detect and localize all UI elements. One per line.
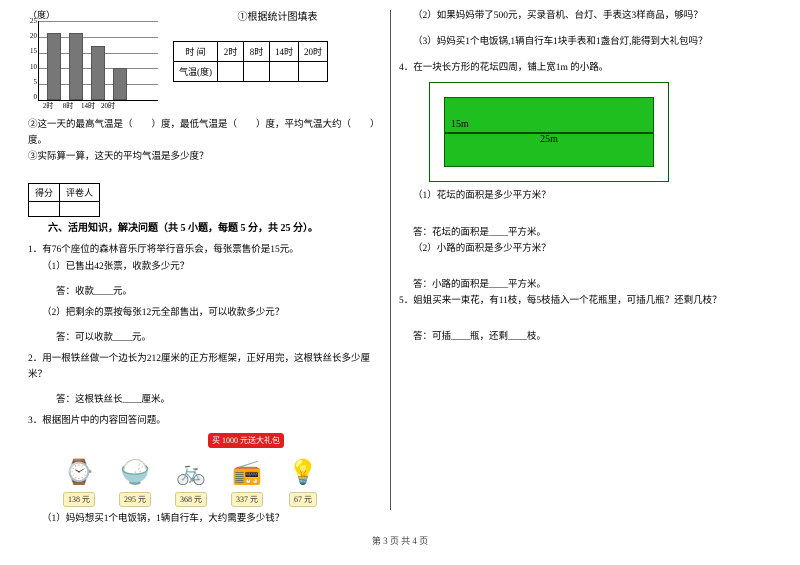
ytick: 25 bbox=[27, 17, 37, 25]
bar-1 bbox=[47, 33, 61, 100]
cell bbox=[218, 62, 244, 82]
lamp-icon: 💡 bbox=[282, 454, 324, 490]
radio-icon: 📻 bbox=[226, 454, 268, 490]
price-tag: 368 元 bbox=[175, 492, 207, 507]
problem-4-2: （2）小路的面积是多少平方米？ bbox=[413, 241, 753, 257]
product-lamp: 💡 67 元 bbox=[282, 454, 324, 507]
problem-4-1: （1）花坛的面积是多少平方米？ bbox=[413, 188, 753, 204]
y-tick-labels: 25 20 15 10 5 0 bbox=[27, 17, 37, 101]
ytick: 0 bbox=[27, 93, 37, 101]
watch-icon: ⌚ bbox=[58, 454, 100, 490]
rice-cooker-icon: 🍚 bbox=[114, 454, 156, 490]
bar-3 bbox=[91, 46, 105, 100]
th-time: 时 间 bbox=[174, 42, 218, 62]
cell bbox=[299, 62, 328, 82]
problem-3: 3．根据图片中的内容回答问题。 bbox=[28, 413, 382, 429]
score-label: 得分 bbox=[29, 184, 60, 202]
ytick: 15 bbox=[27, 47, 37, 55]
answer-2: 答：可以收款____元。 bbox=[56, 329, 382, 343]
price-tag: 67 元 bbox=[289, 492, 317, 507]
table-row: 气温(度) bbox=[174, 62, 328, 82]
promo-tag: 买 1000 元送大礼包 bbox=[208, 433, 284, 448]
bar-chart: 25 20 15 10 5 0 bbox=[38, 21, 158, 101]
problem-1-1: （1）已售出42张票，收款多少元？ bbox=[42, 259, 382, 275]
grader-cell bbox=[60, 202, 100, 217]
problem-5: 5．姐姐买来一束花，有11枝，每5枝插入一个花瓶里，可插几瓶？还剩几枝？ bbox=[399, 293, 753, 309]
ytick: 10 bbox=[27, 63, 37, 71]
ytick: 5 bbox=[27, 78, 37, 86]
th: 2时 bbox=[218, 42, 244, 62]
problem-4: 4．在一块长方形的花坛四周，铺上宽1m 的小路。 bbox=[399, 60, 753, 76]
flowerbed-figure: 15m 25m bbox=[429, 82, 753, 182]
cell bbox=[244, 62, 270, 82]
price-tag: 337 元 bbox=[231, 492, 263, 507]
score-table: 得分 评卷人 bbox=[28, 183, 100, 217]
bicycle-icon: 🚲 bbox=[170, 454, 212, 490]
th: 20时 bbox=[299, 42, 328, 62]
product-watch: ⌚ 138 元 bbox=[58, 454, 100, 507]
xtick: 2时 bbox=[38, 101, 58, 111]
th: 14时 bbox=[270, 42, 299, 62]
chart-title: ①根据统计图填表 bbox=[173, 8, 382, 23]
problem-2: 2．用一根铁丝做一个边长为212厘米的正方形框架，正好用完，这根铁丝长多少厘米？ bbox=[28, 351, 382, 383]
grader-label: 评卷人 bbox=[60, 184, 100, 202]
cell bbox=[270, 62, 299, 82]
th: 8时 bbox=[244, 42, 270, 62]
problem-3-3: （3）妈妈买1个电饭锅,1辆自行车1块手表和1盏台灯,能得到大礼包吗？ bbox=[413, 34, 753, 50]
table-row: 时 间 2时 8时 14时 20时 bbox=[174, 42, 328, 62]
answer-1: 答：收款____元。 bbox=[56, 283, 382, 297]
width-label: 25m bbox=[540, 134, 558, 145]
answer-5: 答：小路的面积是____平方米。 bbox=[413, 277, 753, 293]
bar-chart-box: （度） 25 20 15 10 5 0 bbox=[28, 8, 158, 111]
bar-2 bbox=[69, 33, 83, 100]
page: （度） 25 20 15 10 5 0 bbox=[0, 0, 800, 530]
product-radio: 📻 337 元 bbox=[226, 454, 268, 507]
left-column: （度） 25 20 15 10 5 0 bbox=[20, 0, 390, 530]
xtick: 14时 bbox=[78, 101, 98, 111]
xtick: 8时 bbox=[58, 101, 78, 111]
answer-6: 答：可插____瓶，还剩____枝。 bbox=[413, 329, 753, 345]
y-axis-label: （度） bbox=[28, 8, 158, 21]
problem-3-1: （1）妈妈想买1个电饭锅，1辆自行车，大约需要多少钱？ bbox=[42, 511, 382, 527]
bar-4 bbox=[113, 68, 127, 100]
xtick: 20时 bbox=[98, 101, 118, 111]
inner-rect: 15m 25m bbox=[444, 97, 654, 167]
price-tag: 138 元 bbox=[63, 492, 95, 507]
right-column: （2）如果妈妈带了500元，买录音机、台灯、手表这3样商品，够吗？ （3）妈妈买… bbox=[391, 0, 761, 530]
x-tick-labels: 2时 8时 14时 20时 bbox=[38, 101, 158, 111]
outer-rect: 15m 25m bbox=[429, 82, 669, 182]
problem-1: 1．有76个座位的森林音乐厅将举行音乐会，每张票售价是15元。 bbox=[28, 242, 382, 258]
answer-4: 答：花坛的面积是____平方米。 bbox=[413, 225, 753, 241]
problem-1-2: （2）把剩余的票按每张12元全部售出，可以收款多少元？ bbox=[42, 305, 382, 321]
question-3: ③实际算一算，这天的平均气温是多少度？ bbox=[28, 149, 382, 165]
page-footer: 第 3 页 共 4 页 bbox=[0, 530, 800, 547]
chart-table-box: ①根据统计图填表 时 间 2时 8时 14时 20时 气温(度) bbox=[173, 8, 382, 111]
section-6-title: 六、活用知识，解决问题（共 5 小题，每题 5 分，共 25 分）。 bbox=[48, 221, 382, 236]
product-row: ⌚ 138 元 🍚 295 元 🚲 368 元 📻 337 元 💡 67 元 bbox=[58, 454, 382, 507]
problem-3-2: （2）如果妈妈带了500元，买录音机、台灯、手表这3样商品，够吗？ bbox=[413, 8, 753, 24]
product-bicycle: 🚲 368 元 bbox=[170, 454, 212, 507]
score-cell bbox=[29, 202, 60, 217]
product-rice-cooker: 🍚 295 元 bbox=[114, 454, 156, 507]
temperature-table: 时 间 2时 8时 14时 20时 气温(度) bbox=[173, 41, 328, 82]
question-2: ②这一天的最高气温是（ ）度，最低气温是（ ）度，平均气温大约（ ）度。 bbox=[28, 117, 382, 149]
answer-3: 答：这根铁丝长____厘米。 bbox=[56, 391, 382, 405]
price-tag: 295 元 bbox=[119, 492, 151, 507]
ytick: 20 bbox=[27, 32, 37, 40]
chart-section: （度） 25 20 15 10 5 0 bbox=[28, 8, 382, 111]
height-label: 15m bbox=[451, 119, 469, 130]
row-label: 气温(度) bbox=[174, 62, 218, 82]
